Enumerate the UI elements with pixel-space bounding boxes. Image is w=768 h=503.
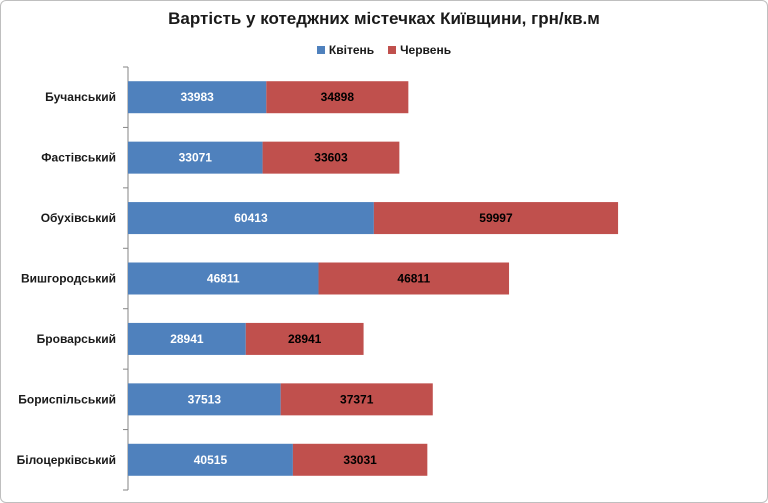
- legend-label-april: Квітень: [328, 43, 375, 57]
- data-label-april: 33983: [180, 90, 214, 104]
- category-label: Броварський: [37, 332, 116, 346]
- chart-legend: Квітень Червень: [0, 43, 768, 57]
- bar-segment-june: [318, 262, 510, 295]
- bar-segment-june: [266, 81, 409, 114]
- bar-segment-april: [128, 81, 267, 114]
- data-label-june: 37371: [340, 392, 374, 406]
- category-label: Бориспільський: [18, 392, 116, 406]
- legend-item-june: Червень: [388, 43, 451, 57]
- data-label-april: 33071: [179, 151, 213, 165]
- data-label-june: 46811: [397, 272, 430, 286]
- data-label-june: 33031: [343, 453, 377, 467]
- data-label-june: 34898: [321, 90, 355, 104]
- data-label-june: 59997: [479, 211, 513, 225]
- bar-segment-april: [128, 262, 319, 295]
- data-label-june: 28941: [288, 332, 322, 346]
- legend-label-june: Червень: [400, 43, 452, 57]
- data-label-april: 28941: [170, 332, 204, 346]
- bar-segment-april: [128, 202, 374, 235]
- bar-segment-june: [245, 322, 364, 355]
- legend-item-april: Квітень: [316, 43, 375, 57]
- bar-segment-june: [280, 383, 433, 416]
- bar-segment-april: [128, 443, 293, 476]
- data-label-june: 33603: [314, 151, 348, 165]
- category-label: Білоцерківський: [17, 453, 116, 467]
- legend-swatch-april: [316, 46, 325, 54]
- bar-segment-april: [128, 383, 281, 416]
- legend-swatch-june: [388, 46, 397, 54]
- data-label-april: 40515: [194, 453, 228, 467]
- data-label-april: 37513: [188, 392, 222, 406]
- chart-title: Вартість у котеджних містечках Київщини,…: [168, 9, 600, 28]
- category-label: Фастівський: [41, 151, 116, 165]
- data-label-april: 46811: [207, 272, 240, 286]
- bar-segment-june: [373, 202, 619, 235]
- data-label-april: 60413: [234, 211, 268, 225]
- category-label: Вишгородський: [21, 272, 116, 286]
- bar-segment-june: [262, 141, 400, 174]
- category-label: Обухівський: [41, 211, 116, 225]
- bar-segment-april: [128, 141, 263, 174]
- bar-segment-april: [128, 322, 246, 355]
- bar-segment-june: [292, 443, 428, 476]
- category-label: Бучанський: [45, 90, 116, 104]
